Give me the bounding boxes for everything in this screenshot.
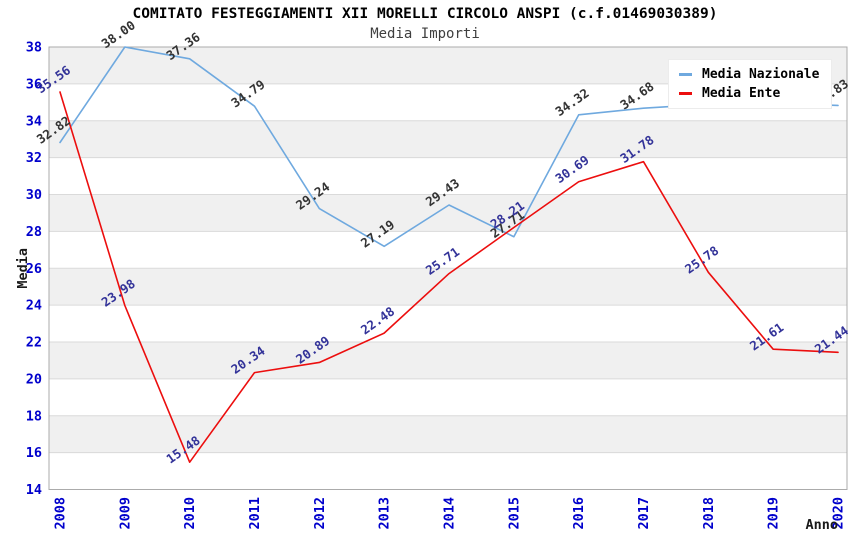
legend-label-media-ente: Media Ente [702, 86, 781, 101]
y-tick-label: 24 [26, 298, 42, 314]
x-tick-label: 2016 [571, 497, 587, 530]
chart-title: COMITATO FESTEGGIAMENTI XII MORELLI CIRC… [132, 6, 718, 22]
plot-band [49, 342, 847, 379]
series-line-1 [59, 91, 839, 464]
chart-subtitle: Media Importi [370, 26, 480, 42]
y-tick-label: 28 [26, 224, 42, 240]
legend-item-media-nazionale: Media Nazionale [679, 65, 819, 84]
x-tick-label: 2014 [442, 497, 458, 530]
x-tick-label: 2018 [701, 497, 717, 530]
y-tick-label: 18 [26, 408, 42, 424]
x-tick-label: 2019 [766, 497, 782, 530]
legend-label-media-nazionale: Media Nazionale [702, 67, 820, 82]
y-tick-label: 34 [26, 113, 42, 129]
data-point-label-0: 38.00 [99, 17, 138, 51]
y-tick-label: 38 [26, 40, 42, 56]
plot-band [49, 415, 847, 453]
x-tick-label: 2009 [117, 497, 133, 530]
x-tick-label: 2008 [53, 497, 69, 530]
y-tick-label: 32 [26, 150, 42, 166]
y-tick-label: 22 [26, 335, 42, 351]
y-tick-label: 30 [26, 187, 42, 203]
y-tick-label: 20 [26, 371, 42, 387]
plot-band [49, 120, 847, 158]
x-axis-label: Anno [805, 517, 838, 533]
x-tick-label: 2015 [506, 497, 522, 530]
x-tick-label: 2010 [182, 497, 198, 530]
x-tick-label: 2020 [831, 497, 847, 530]
legend-item-media-ente: Media Ente [679, 84, 819, 103]
legend-line-swatch-blue [679, 73, 692, 76]
x-tick-label: 2013 [377, 497, 393, 530]
y-tick-label: 26 [26, 261, 42, 277]
x-tick-label: 2011 [247, 497, 263, 530]
x-tick-label: 2017 [636, 497, 652, 530]
legend-line-swatch-red [679, 92, 692, 95]
plot-border [48, 46, 848, 490]
y-tick-label: 14 [26, 482, 42, 498]
x-tick-label: 2012 [312, 497, 328, 530]
y-tick-label: 36 [26, 76, 42, 92]
y-axis-label: Media [15, 248, 31, 289]
data-point-label-1: 22.48 [358, 304, 397, 338]
plot-band [49, 194, 847, 232]
y-tick-label: 16 [26, 445, 42, 461]
chart-legend: Media Nazionale Media Ente [668, 59, 833, 109]
